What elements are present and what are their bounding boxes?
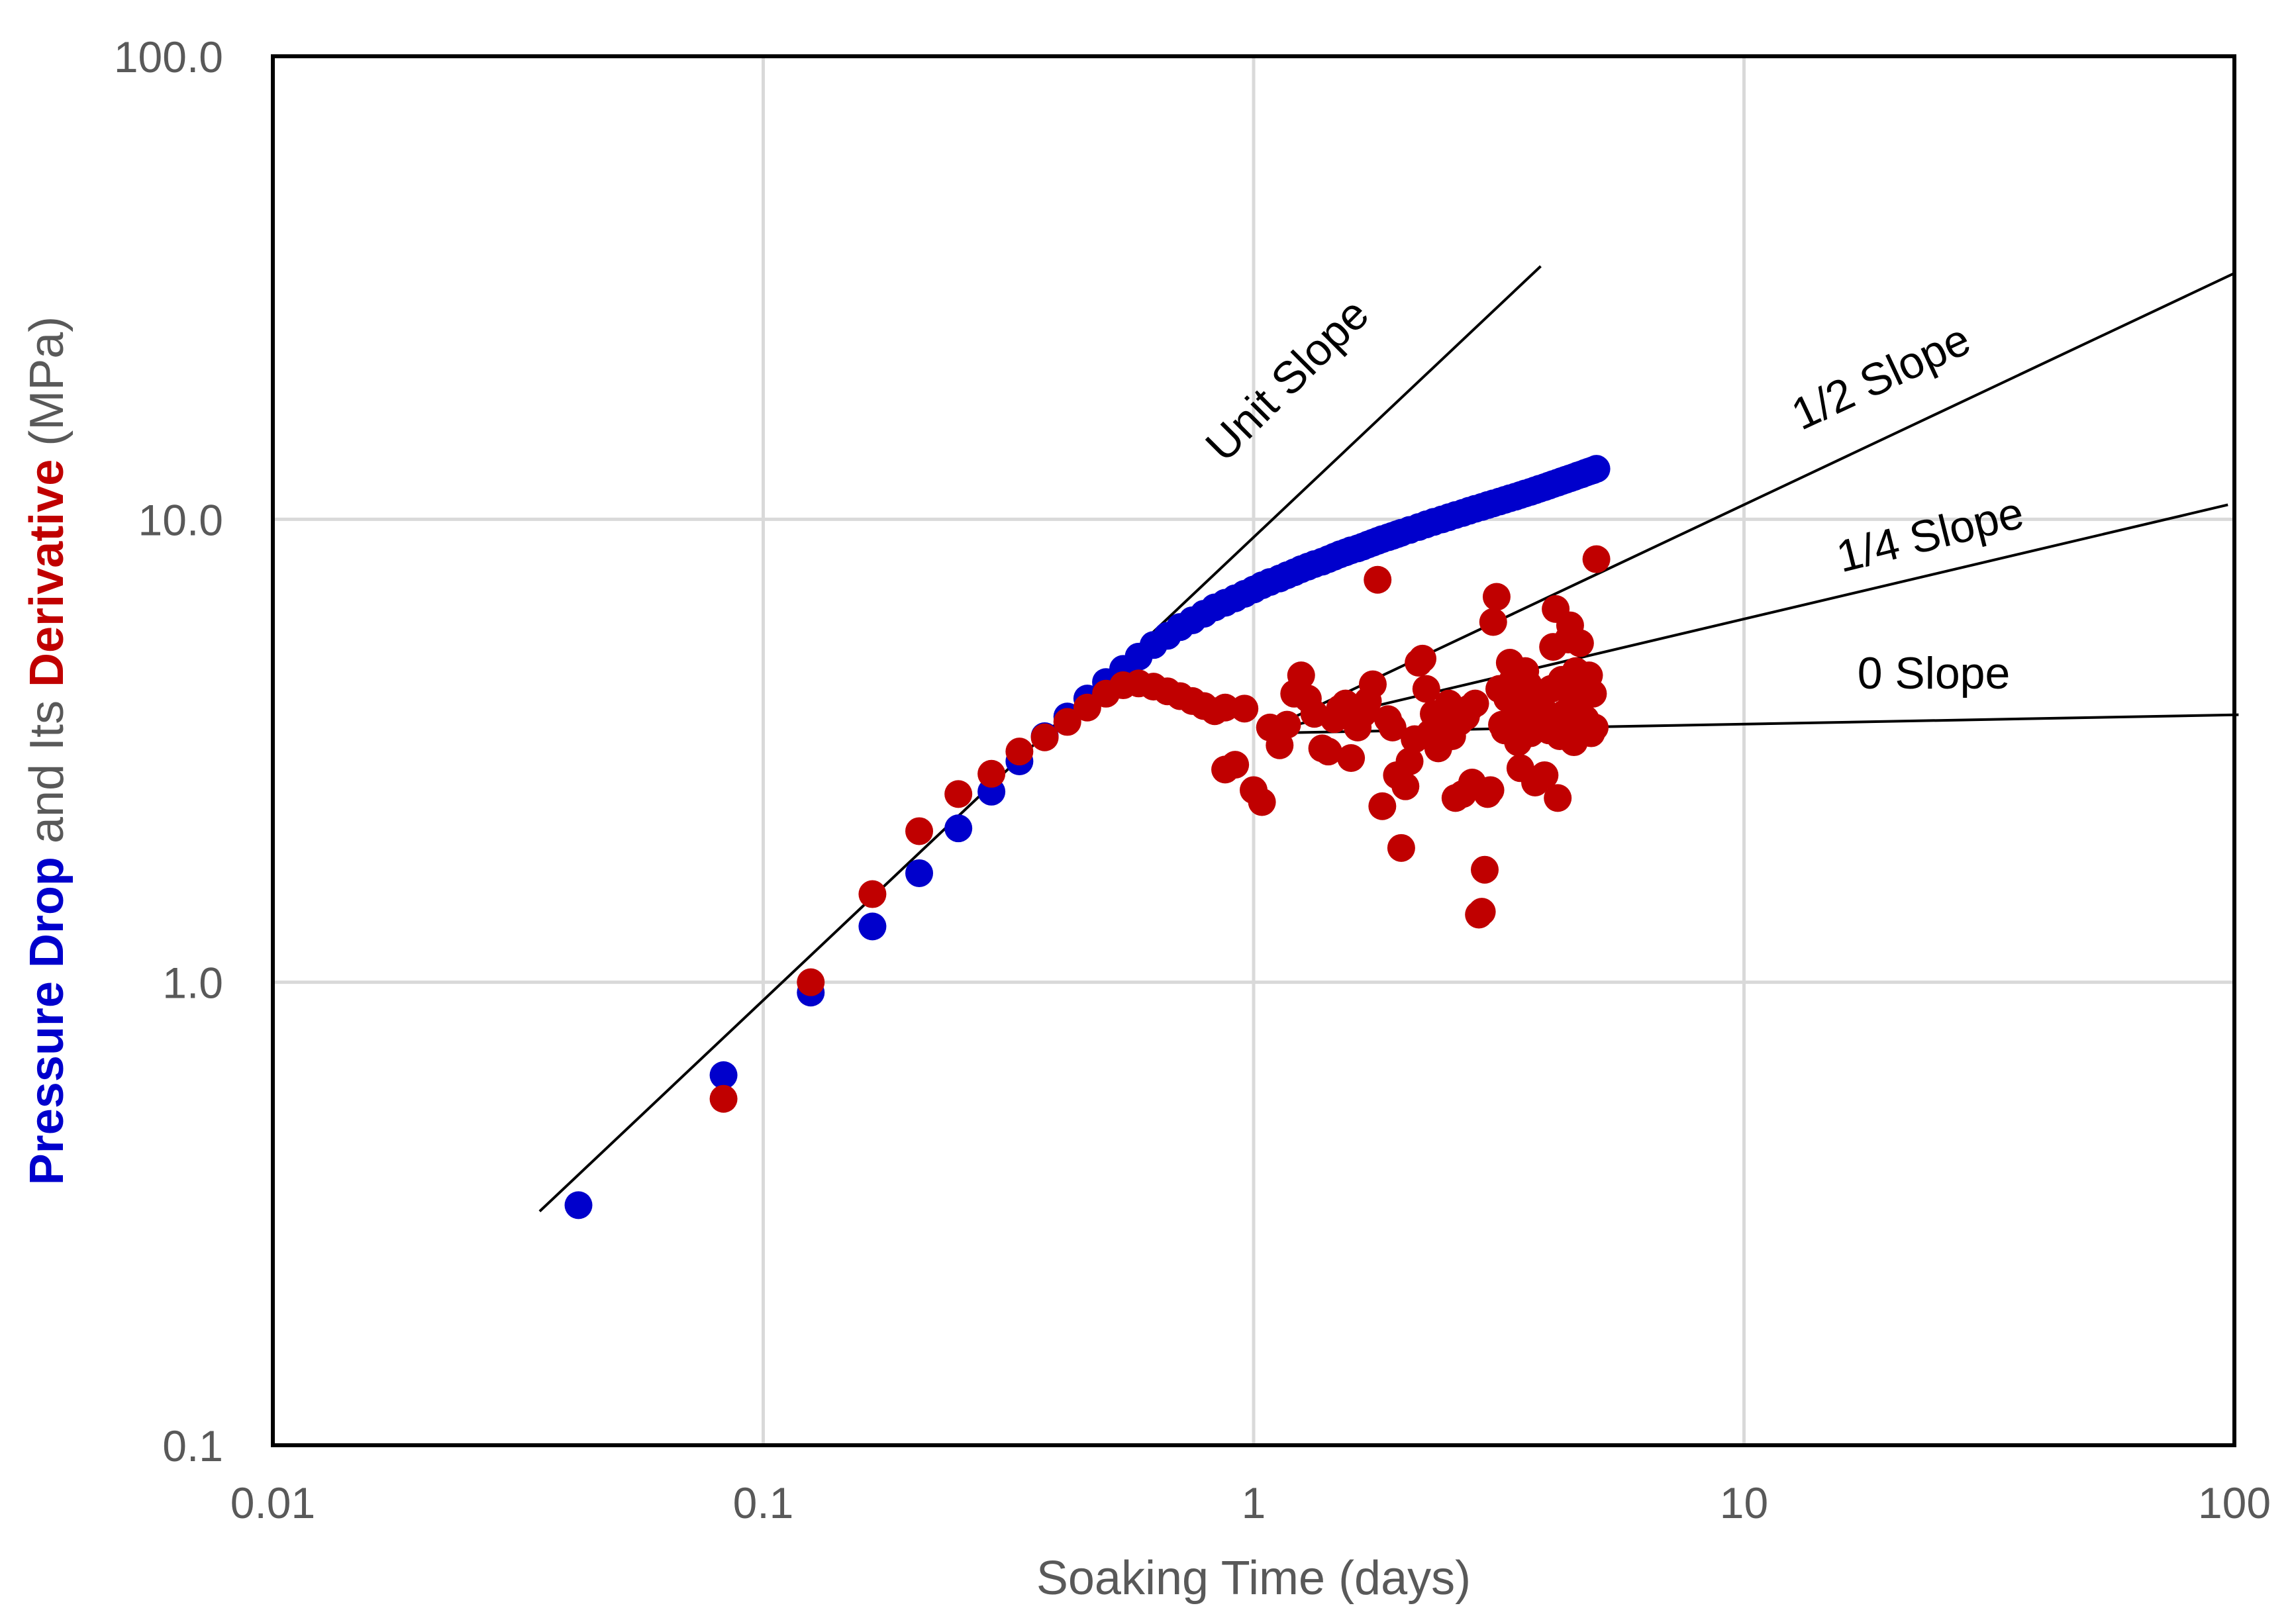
derivative-point xyxy=(1579,679,1607,708)
pressure-drop-point xyxy=(1582,455,1611,483)
derivative-point xyxy=(1582,545,1611,573)
y-axis-label: Pressure Drop and Its Derivative (MPa) xyxy=(21,316,74,1186)
derivative-point xyxy=(1461,689,1489,718)
derivative-series xyxy=(709,545,1611,1113)
plot-frame xyxy=(271,54,2236,1447)
derivative-point xyxy=(1053,708,1081,736)
gridlines xyxy=(271,54,2236,1447)
x-tick-label: 10 xyxy=(1720,1478,1768,1527)
derivative-point xyxy=(1248,788,1276,816)
derivative-point xyxy=(1581,713,1609,741)
derivative-point xyxy=(1287,661,1315,690)
derivative-point xyxy=(1468,898,1496,926)
derivative-point xyxy=(1476,776,1505,804)
pressure-drop-point xyxy=(858,912,887,941)
derivative-point xyxy=(1230,694,1259,723)
derivative-point xyxy=(1544,784,1572,812)
pressure-drop-point xyxy=(905,859,934,887)
derivative-point xyxy=(1479,608,1507,636)
derivative-point xyxy=(1387,834,1415,862)
y-axis-ticks: 0.1 1.0 10.0 100.0 xyxy=(114,32,223,1470)
derivative-point xyxy=(1221,751,1250,779)
derivative-point xyxy=(1391,772,1420,800)
derivative-point xyxy=(858,880,887,908)
x-axis-label: Soaking Time (days) xyxy=(1036,1552,1471,1605)
derivative-point xyxy=(1314,738,1342,766)
derivative-point xyxy=(905,817,934,845)
derivative-point xyxy=(1368,792,1397,820)
pressure-drop-series xyxy=(564,455,1611,1219)
derivative-point xyxy=(797,968,825,996)
derivative-point xyxy=(1358,670,1387,698)
y-axis-label-part: (MPa) xyxy=(21,316,74,459)
derivative-point xyxy=(977,759,1006,788)
x-axis-ticks: 0.01 0.1 1 10 100 xyxy=(230,1478,2271,1527)
derivative-point xyxy=(1482,583,1511,611)
derivative-point xyxy=(1273,710,1301,739)
derivative-point xyxy=(1378,713,1407,741)
derivative-point xyxy=(1337,743,1366,772)
derivative-point xyxy=(1470,855,1499,884)
pressure-drop-point xyxy=(709,1061,738,1089)
y-tick-label: 0.1 xyxy=(162,1421,223,1470)
y-tick-label: 100.0 xyxy=(114,32,223,81)
derivative-point xyxy=(709,1084,738,1113)
derivative-point xyxy=(1409,644,1437,673)
slope-label: 1/2 Slope xyxy=(1784,314,1978,440)
x-tick-label: 100 xyxy=(2198,1478,2271,1527)
slope-label: 1/4 Slope xyxy=(1832,487,2028,582)
slope-label: 0 Slope xyxy=(1858,648,2011,698)
derivative-point xyxy=(944,780,973,808)
derivative-point xyxy=(1364,565,1392,594)
derivative-point xyxy=(1395,747,1424,775)
x-tick-label: 1 xyxy=(1242,1478,1266,1527)
derivative-point xyxy=(1005,738,1034,766)
y-axis-label-part: Derivative xyxy=(21,459,74,687)
pressure-drop-point xyxy=(944,814,973,843)
y-axis-label-part: Pressure Drop xyxy=(21,857,74,1185)
derivative-point xyxy=(1566,629,1594,657)
x-tick-label: 0.01 xyxy=(230,1478,315,1527)
y-tick-label: 10.0 xyxy=(138,495,223,544)
derivative-point xyxy=(1412,675,1440,703)
x-tick-label: 0.1 xyxy=(733,1478,794,1527)
y-axis-label-part: and Its xyxy=(21,687,74,857)
derivative-point xyxy=(1030,723,1059,751)
pressure-drop-point xyxy=(564,1191,593,1219)
derivative-point xyxy=(1530,761,1559,789)
y-tick-label: 1.0 xyxy=(162,959,223,1008)
